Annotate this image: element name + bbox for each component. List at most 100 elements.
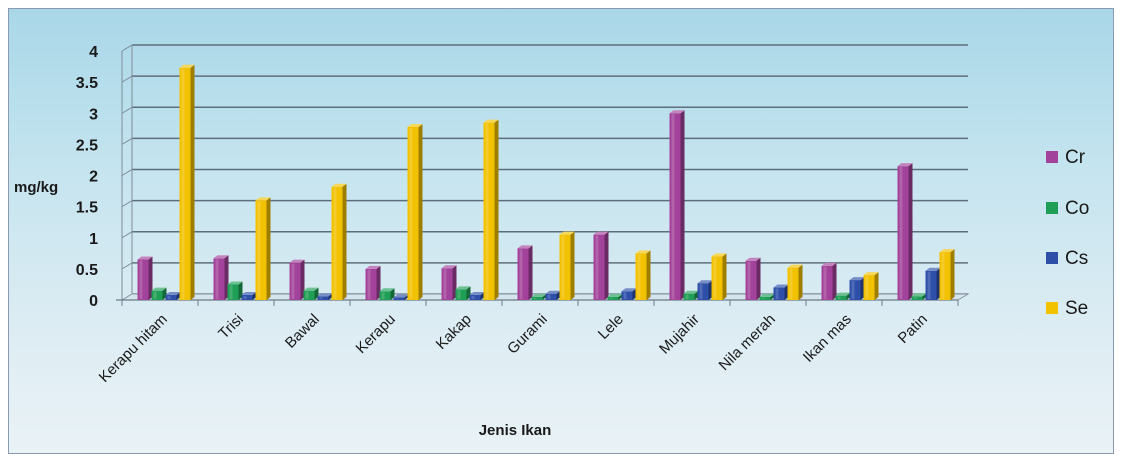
bar-front bbox=[925, 270, 937, 300]
bar-highlight bbox=[485, 123, 489, 300]
bar-front bbox=[483, 122, 495, 301]
bar-front bbox=[455, 289, 467, 300]
bar-se bbox=[711, 253, 727, 300]
bar-front bbox=[787, 267, 799, 300]
y-tick-label: 0.5 bbox=[76, 262, 98, 279]
bar-top bbox=[289, 259, 305, 263]
y-tick-labels: 0 0.5 1 1.5 2 2.5 3 3.5 4 bbox=[76, 44, 98, 310]
bar-co bbox=[227, 281, 243, 300]
bar-front bbox=[407, 126, 419, 300]
bar-top bbox=[635, 250, 651, 254]
legend-item-cs: Cs bbox=[1046, 248, 1088, 269]
bar-top bbox=[241, 292, 257, 296]
bar-top bbox=[469, 292, 485, 296]
bar-top bbox=[441, 265, 457, 269]
bar-top bbox=[773, 284, 789, 288]
bar-side bbox=[604, 231, 609, 300]
bar-side bbox=[570, 231, 575, 300]
bar-top bbox=[835, 292, 851, 296]
bar-front bbox=[821, 265, 833, 300]
bar-top bbox=[545, 290, 561, 294]
bar-front bbox=[179, 67, 191, 301]
bar-front bbox=[213, 258, 225, 300]
top-strip bbox=[0, 0, 1123, 8]
bar-side bbox=[874, 272, 879, 300]
legend-label: Co bbox=[1065, 198, 1089, 219]
bar-highlight bbox=[789, 268, 793, 299]
bar-cs bbox=[621, 288, 637, 300]
bar-highlight bbox=[713, 257, 717, 299]
bar-front bbox=[517, 248, 529, 300]
bar-top bbox=[821, 262, 837, 266]
bar-cs bbox=[849, 277, 865, 300]
bar-top bbox=[407, 123, 423, 127]
bar-highlight bbox=[215, 259, 219, 299]
bar-front bbox=[441, 268, 453, 300]
bar-cs bbox=[545, 290, 561, 300]
bar-highlight bbox=[547, 294, 551, 299]
bar-front bbox=[531, 296, 543, 300]
y-tick-label: 2.5 bbox=[76, 137, 98, 154]
bar-highlight bbox=[181, 68, 185, 300]
bar-side bbox=[680, 110, 685, 300]
bar-co bbox=[379, 288, 395, 300]
gridline-side bbox=[121, 262, 133, 270]
bar-highlight bbox=[747, 261, 751, 299]
bar-highlight bbox=[257, 201, 261, 299]
bar-top bbox=[911, 293, 927, 297]
x-tick-labels: Kerapu hitam Trisi Bawal Kerapu Kakap Gurami L… bbox=[96, 311, 931, 386]
bar-front bbox=[607, 296, 619, 300]
bar-se bbox=[559, 231, 575, 300]
bar-cr bbox=[897, 163, 913, 300]
x-tick-label: Mujahir bbox=[656, 311, 703, 358]
x-tick-label: Kakap bbox=[433, 311, 475, 353]
y-tick-label: 3 bbox=[89, 106, 98, 123]
bar-highlight bbox=[609, 297, 613, 299]
bar-highlight bbox=[533, 297, 537, 299]
bar-side bbox=[908, 163, 913, 300]
bar-side bbox=[950, 249, 955, 300]
x-tick-label: Trisi bbox=[215, 311, 247, 343]
legend-swatch bbox=[1046, 252, 1058, 264]
bar-front bbox=[773, 287, 785, 300]
bar-side bbox=[528, 245, 533, 300]
x-tick-label: Lele bbox=[595, 311, 627, 343]
bar-front bbox=[151, 290, 163, 300]
bar-top bbox=[213, 255, 229, 259]
bar-co bbox=[455, 286, 471, 300]
bar-co bbox=[911, 293, 927, 300]
bar-front bbox=[669, 113, 681, 300]
bar-cr bbox=[745, 257, 761, 300]
bar-front bbox=[911, 296, 923, 300]
bar-front bbox=[469, 295, 481, 300]
bar-front bbox=[593, 234, 605, 300]
bar-top bbox=[697, 280, 713, 284]
bar-top bbox=[317, 293, 333, 297]
bar-top bbox=[759, 293, 775, 297]
bar-highlight bbox=[761, 297, 765, 299]
bar-cs bbox=[773, 284, 789, 300]
bar-co bbox=[151, 287, 167, 300]
legend-item-co: Co bbox=[1046, 198, 1089, 219]
bar-highlight bbox=[699, 284, 703, 299]
bar-front bbox=[289, 262, 301, 300]
bar-highlight bbox=[367, 269, 371, 299]
y-tick-label: 4 bbox=[89, 44, 98, 61]
y-tick-label: 3.5 bbox=[76, 75, 98, 92]
bar-front bbox=[621, 291, 633, 300]
gridline-side bbox=[121, 44, 133, 52]
bar-highlight bbox=[519, 249, 523, 299]
bar-cr bbox=[289, 259, 305, 300]
bar-top bbox=[745, 257, 761, 261]
bar-highlight bbox=[851, 281, 855, 299]
bar-se bbox=[863, 272, 879, 300]
bar-top bbox=[379, 288, 395, 292]
bar-se bbox=[635, 250, 651, 300]
bar-cr bbox=[365, 265, 381, 300]
bar-highlight bbox=[457, 290, 461, 299]
bar-side bbox=[148, 256, 153, 300]
legend-label: Cr bbox=[1065, 147, 1086, 168]
bar-front bbox=[745, 260, 757, 300]
bar-top bbox=[393, 294, 409, 298]
bar-highlight bbox=[685, 294, 689, 299]
